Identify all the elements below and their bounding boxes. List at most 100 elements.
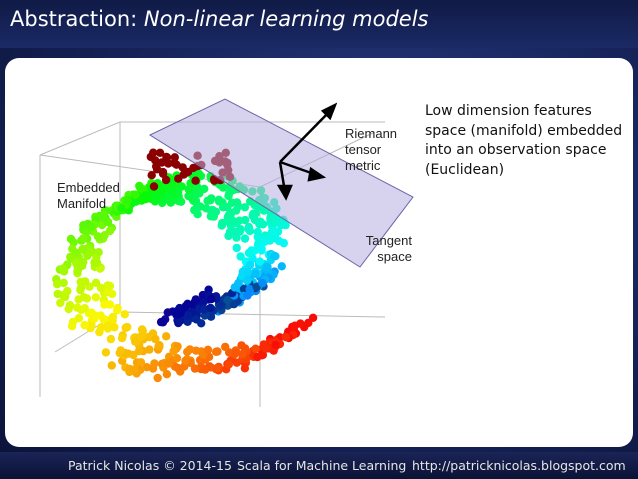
point	[229, 300, 239, 309]
point	[235, 216, 244, 225]
point	[149, 148, 158, 157]
point	[53, 280, 62, 289]
arrow	[279, 108, 333, 163]
tangent-label: Tangent space	[365, 233, 412, 264]
point	[174, 187, 183, 197]
point	[80, 304, 89, 313]
point	[271, 234, 280, 243]
point	[258, 350, 268, 360]
point	[185, 345, 195, 354]
point	[191, 295, 200, 304]
point	[256, 217, 265, 226]
point	[251, 269, 260, 278]
point	[228, 216, 237, 225]
footer-book: Scala for Machine Learning	[237, 458, 407, 473]
point	[130, 365, 139, 374]
point	[124, 349, 133, 358]
point	[152, 162, 161, 171]
point	[172, 354, 182, 363]
point	[150, 359, 159, 368]
point	[155, 148, 165, 157]
point	[214, 197, 224, 206]
point	[258, 278, 267, 288]
point	[137, 325, 147, 334]
arrow-head	[320, 102, 338, 121]
point	[189, 163, 198, 173]
point	[203, 345, 213, 354]
point	[63, 286, 72, 296]
point	[120, 310, 129, 319]
point	[195, 189, 204, 198]
point	[85, 247, 95, 256]
point	[68, 317, 78, 327]
point	[131, 337, 140, 346]
point	[216, 301, 226, 310]
point	[164, 359, 173, 368]
point	[243, 276, 252, 285]
point	[147, 171, 156, 180]
point	[227, 198, 237, 207]
point	[149, 182, 159, 191]
point	[59, 278, 68, 288]
point	[212, 363, 222, 373]
description: Low dimension features space (manifold) …	[425, 103, 623, 178]
point	[165, 194, 174, 204]
point	[240, 234, 250, 243]
point	[281, 333, 291, 342]
point	[116, 346, 125, 355]
point	[92, 258, 102, 267]
point	[154, 342, 163, 351]
point	[53, 289, 62, 299]
point	[79, 234, 88, 243]
point	[245, 260, 255, 270]
metric-label: Riemann tensor metric	[345, 126, 398, 173]
point	[169, 347, 178, 356]
point	[76, 277, 85, 287]
point	[232, 358, 241, 367]
point	[224, 360, 233, 369]
point	[224, 191, 233, 201]
point	[113, 306, 122, 315]
footer-author: Patrick Nicolas © 2014-15	[68, 458, 232, 473]
point	[253, 227, 262, 237]
point	[103, 321, 112, 331]
point	[236, 252, 245, 261]
point	[176, 316, 185, 325]
point	[107, 361, 117, 370]
point	[184, 185, 193, 194]
title-prefix: Abstraction:	[10, 7, 138, 31]
point	[155, 189, 164, 198]
point	[158, 197, 167, 206]
point	[94, 248, 103, 257]
point	[162, 332, 171, 341]
metric-arrows	[276, 102, 338, 201]
point	[91, 278, 101, 287]
point	[162, 153, 172, 162]
point	[252, 282, 261, 292]
point	[240, 203, 250, 212]
point	[66, 234, 76, 244]
point	[117, 333, 127, 343]
point	[174, 174, 183, 183]
point	[91, 311, 101, 320]
point	[244, 248, 254, 258]
point	[138, 331, 147, 340]
point	[255, 257, 265, 266]
point	[174, 309, 183, 319]
point	[134, 346, 144, 356]
point	[65, 301, 75, 310]
point	[66, 252, 75, 262]
point	[251, 344, 260, 353]
point	[153, 373, 162, 383]
point	[135, 181, 144, 191]
point	[162, 370, 172, 379]
point	[243, 267, 252, 276]
footer-url: http://patricknicolas.blogspot.com	[412, 458, 626, 473]
point	[131, 190, 140, 199]
point	[80, 320, 89, 330]
point	[58, 264, 68, 273]
point	[197, 319, 206, 328]
slide-title: Abstraction: Non-linear learning models	[10, 7, 429, 31]
point-cloud	[52, 148, 318, 383]
point	[279, 238, 288, 248]
